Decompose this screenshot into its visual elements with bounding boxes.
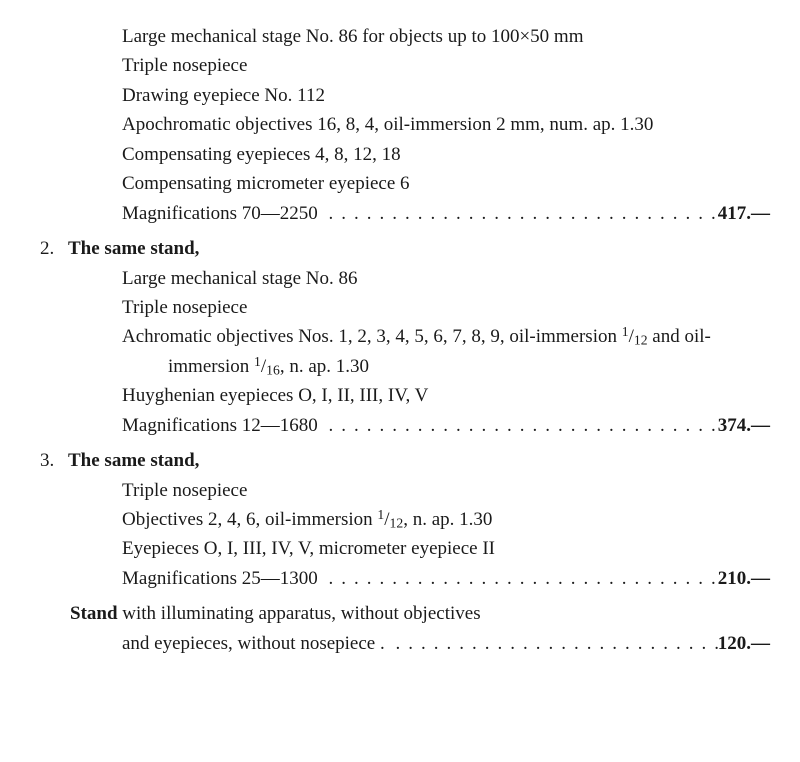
- leader-dots: ....................................: [323, 411, 718, 440]
- price-line: Magnifications 25—1300 .................…: [122, 564, 770, 593]
- leader-dots: ....................................: [323, 564, 718, 593]
- spec-list: Large mechanical stage No. 86 for object…: [122, 22, 770, 228]
- stand-line-1: Stand with illuminating apparatus, witho…: [70, 599, 770, 628]
- price-lead: Magnifications 25—1300: [122, 564, 323, 593]
- stand-line-1-rest: with illuminating apparatus, without obj…: [118, 603, 481, 624]
- spec-list: Triple nosepieceObjectives 2, 4, 6, oil-…: [122, 476, 770, 594]
- price-value: 417.—: [718, 199, 770, 228]
- spec-line: Objectives 2, 4, 6, oil-immersion 1/12, …: [122, 505, 770, 534]
- entry-number: 3.: [40, 446, 68, 475]
- price-value: 374.—: [718, 411, 770, 440]
- spec-line: Apochromatic objectives 16, 8, 4, oil-im…: [122, 110, 770, 139]
- catalog-entry: 2.The same stand,Large mechanical stage …: [30, 234, 770, 440]
- price-line: Magnifications 70—2250 .................…: [122, 199, 770, 228]
- spec-line: Eyepieces O, I, III, IV, V, micrometer e…: [122, 534, 770, 563]
- entry-heading-line: 3.The same stand,: [40, 446, 770, 475]
- spec-line: Triple nosepiece: [122, 476, 770, 505]
- spec-line: Drawing eyepiece No. 112: [122, 81, 770, 110]
- leader-dots: ....................................: [389, 629, 717, 658]
- spec-line: Triple nosepiece: [122, 293, 770, 322]
- stand-line-2-lead: and eyepieces, without nosepiece .: [122, 629, 389, 658]
- spec-list: Large mechanical stage No. 86Triple nose…: [122, 264, 770, 441]
- price-value: 120.—: [718, 629, 770, 658]
- spec-line: Large mechanical stage No. 86 for object…: [122, 22, 770, 51]
- spec-line: Compensating micrometer eyepiece 6: [122, 169, 770, 198]
- entry-heading-line: 2.The same stand,: [40, 234, 770, 263]
- stand-block: Stand with illuminating apparatus, witho…: [70, 599, 770, 658]
- entry-number: 2.: [40, 234, 68, 263]
- leader-dots: ....................................: [323, 199, 718, 228]
- spec-line: Achromatic objectives Nos. 1, 2, 3, 4, 5…: [122, 322, 770, 381]
- spec-line: Triple nosepiece: [122, 51, 770, 80]
- spec-line: Huyghenian eyepieces O, I, II, III, IV, …: [122, 381, 770, 410]
- stand-label: Stand: [70, 603, 118, 624]
- entry-heading: The same stand,: [68, 234, 199, 263]
- spec-line: Compensating eyepieces 4, 8, 12, 18: [122, 140, 770, 169]
- price-value: 210.—: [718, 564, 770, 593]
- entry-heading: The same stand,: [68, 446, 199, 475]
- price-line: Magnifications 12—1680 .................…: [122, 411, 770, 440]
- spec-line: Large mechanical stage No. 86: [122, 264, 770, 293]
- catalog-entry: 3.The same stand,Triple nosepieceObjecti…: [30, 446, 770, 593]
- price-lead: Magnifications 70—2250: [122, 199, 323, 228]
- price-lead: Magnifications 12—1680: [122, 411, 323, 440]
- catalog-entry: Large mechanical stage No. 86 for object…: [30, 22, 770, 228]
- stand-line-2: and eyepieces, without nosepiece . .....…: [122, 629, 770, 658]
